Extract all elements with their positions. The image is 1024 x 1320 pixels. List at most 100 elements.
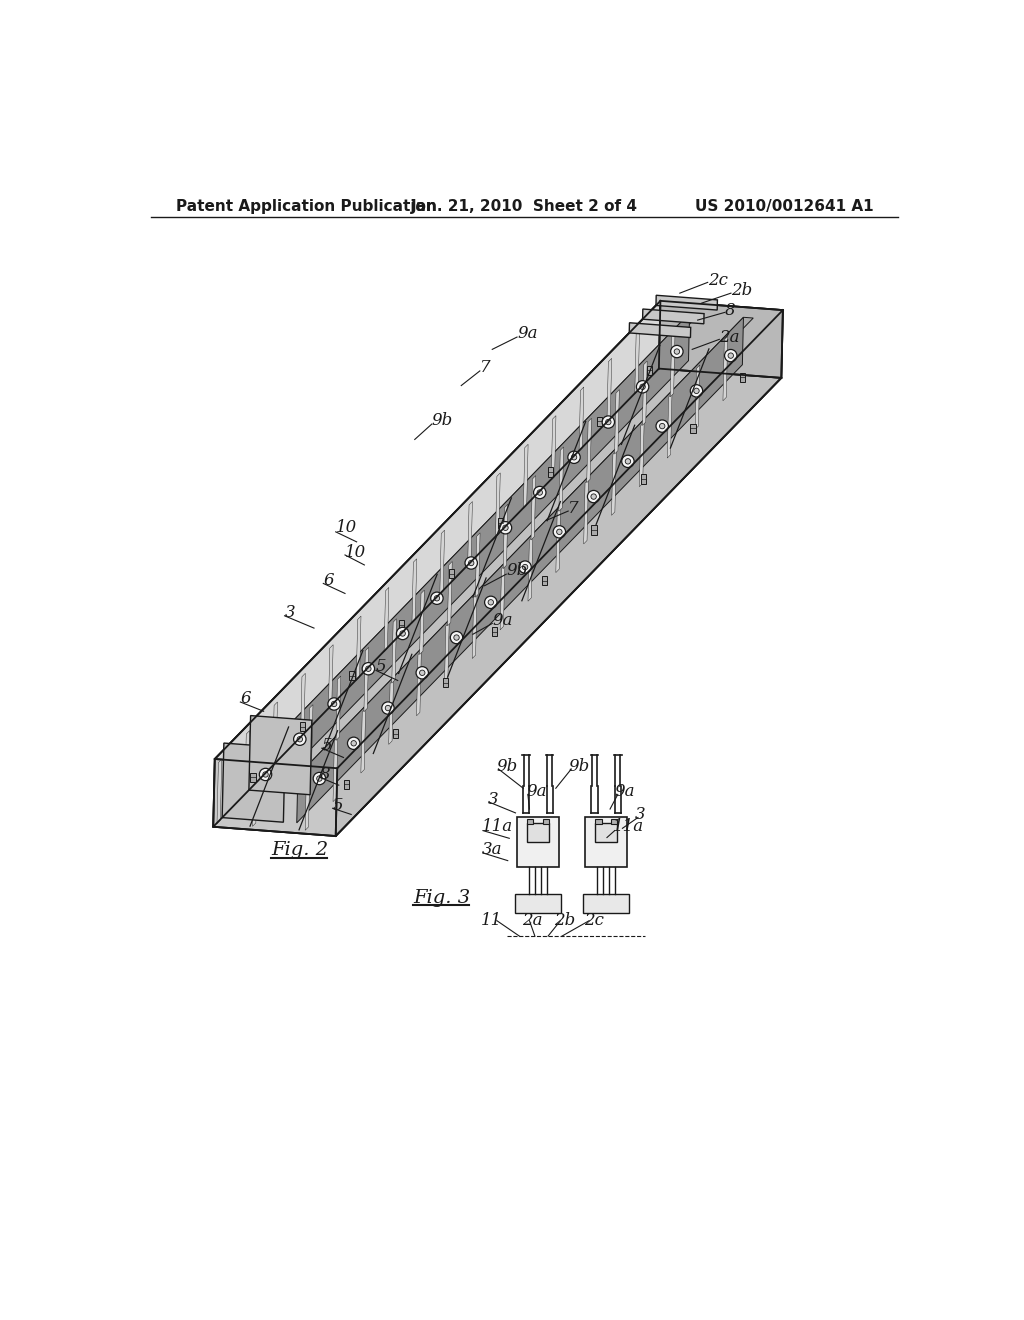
Text: 9b: 9b: [432, 412, 453, 429]
Polygon shape: [607, 358, 611, 422]
Polygon shape: [249, 715, 312, 795]
Polygon shape: [308, 705, 313, 770]
Polygon shape: [312, 652, 319, 725]
Polygon shape: [305, 766, 310, 830]
Polygon shape: [213, 759, 337, 836]
Circle shape: [332, 701, 337, 706]
Text: 9a: 9a: [526, 783, 547, 800]
Polygon shape: [579, 387, 584, 451]
Polygon shape: [417, 651, 421, 715]
Polygon shape: [556, 508, 560, 573]
Circle shape: [351, 741, 356, 746]
Circle shape: [605, 420, 611, 425]
Text: 7: 7: [480, 359, 490, 376]
Polygon shape: [585, 372, 592, 445]
Polygon shape: [656, 296, 718, 310]
Polygon shape: [595, 822, 617, 842]
Circle shape: [488, 599, 494, 605]
Circle shape: [588, 491, 600, 503]
Polygon shape: [364, 647, 369, 711]
Circle shape: [522, 565, 527, 570]
Circle shape: [659, 424, 665, 429]
Polygon shape: [509, 585, 516, 657]
Circle shape: [416, 667, 428, 678]
Polygon shape: [503, 504, 508, 569]
Polygon shape: [447, 561, 453, 626]
Circle shape: [297, 737, 302, 742]
Polygon shape: [333, 738, 338, 801]
Polygon shape: [583, 894, 630, 913]
Circle shape: [396, 627, 409, 640]
Text: 9a: 9a: [517, 326, 538, 342]
Polygon shape: [337, 626, 344, 700]
Polygon shape: [329, 644, 333, 709]
Polygon shape: [496, 473, 501, 537]
Polygon shape: [523, 445, 528, 508]
Text: Fig. 3: Fig. 3: [414, 888, 470, 907]
Text: 11: 11: [480, 912, 502, 929]
Circle shape: [728, 352, 733, 358]
Circle shape: [454, 635, 459, 640]
Polygon shape: [360, 709, 366, 774]
Circle shape: [434, 595, 439, 601]
Polygon shape: [527, 822, 549, 842]
Circle shape: [671, 346, 683, 358]
Text: Jan. 21, 2010  Sheet 2 of 4: Jan. 21, 2010 Sheet 2 of 4: [412, 198, 638, 214]
Text: Fig. 2: Fig. 2: [271, 841, 329, 859]
Polygon shape: [288, 677, 295, 750]
Text: 7: 7: [568, 500, 579, 517]
Polygon shape: [611, 818, 617, 825]
Circle shape: [534, 486, 546, 499]
Circle shape: [328, 698, 340, 710]
Text: 6: 6: [241, 690, 251, 708]
Text: 8: 8: [725, 302, 735, 319]
Text: 2a: 2a: [521, 912, 542, 929]
Circle shape: [400, 631, 406, 636]
Polygon shape: [597, 417, 602, 426]
Polygon shape: [213, 754, 220, 826]
Circle shape: [622, 455, 634, 467]
Polygon shape: [444, 623, 450, 688]
Polygon shape: [272, 702, 278, 767]
Polygon shape: [668, 393, 672, 458]
Polygon shape: [639, 422, 644, 487]
Polygon shape: [213, 368, 781, 836]
Circle shape: [656, 420, 669, 432]
Polygon shape: [591, 525, 597, 535]
Text: 2a: 2a: [719, 329, 739, 346]
Circle shape: [557, 529, 562, 535]
Polygon shape: [510, 447, 517, 521]
Polygon shape: [361, 601, 369, 675]
Polygon shape: [629, 323, 691, 338]
Polygon shape: [384, 587, 389, 652]
Text: 9b: 9b: [568, 758, 590, 775]
Polygon shape: [297, 317, 743, 822]
Polygon shape: [217, 759, 222, 824]
Text: 3: 3: [635, 807, 645, 822]
Text: 2b: 2b: [554, 912, 575, 929]
Polygon shape: [498, 519, 504, 528]
Polygon shape: [460, 635, 467, 709]
Polygon shape: [213, 301, 660, 826]
Circle shape: [503, 525, 508, 531]
Polygon shape: [343, 780, 349, 789]
Circle shape: [366, 667, 371, 672]
Circle shape: [431, 593, 443, 605]
Polygon shape: [646, 366, 652, 375]
Polygon shape: [657, 432, 665, 506]
Polygon shape: [551, 416, 556, 480]
Text: 9b: 9b: [497, 758, 518, 775]
Circle shape: [484, 597, 497, 609]
Polygon shape: [633, 457, 640, 531]
Polygon shape: [558, 533, 565, 607]
Polygon shape: [238, 727, 245, 801]
Polygon shape: [253, 762, 257, 826]
Polygon shape: [634, 321, 641, 395]
Text: 2c: 2c: [584, 912, 603, 929]
Circle shape: [674, 348, 680, 354]
Polygon shape: [461, 499, 468, 573]
Text: 3: 3: [487, 791, 499, 808]
Polygon shape: [356, 616, 361, 681]
Polygon shape: [559, 447, 563, 511]
Circle shape: [571, 454, 577, 459]
